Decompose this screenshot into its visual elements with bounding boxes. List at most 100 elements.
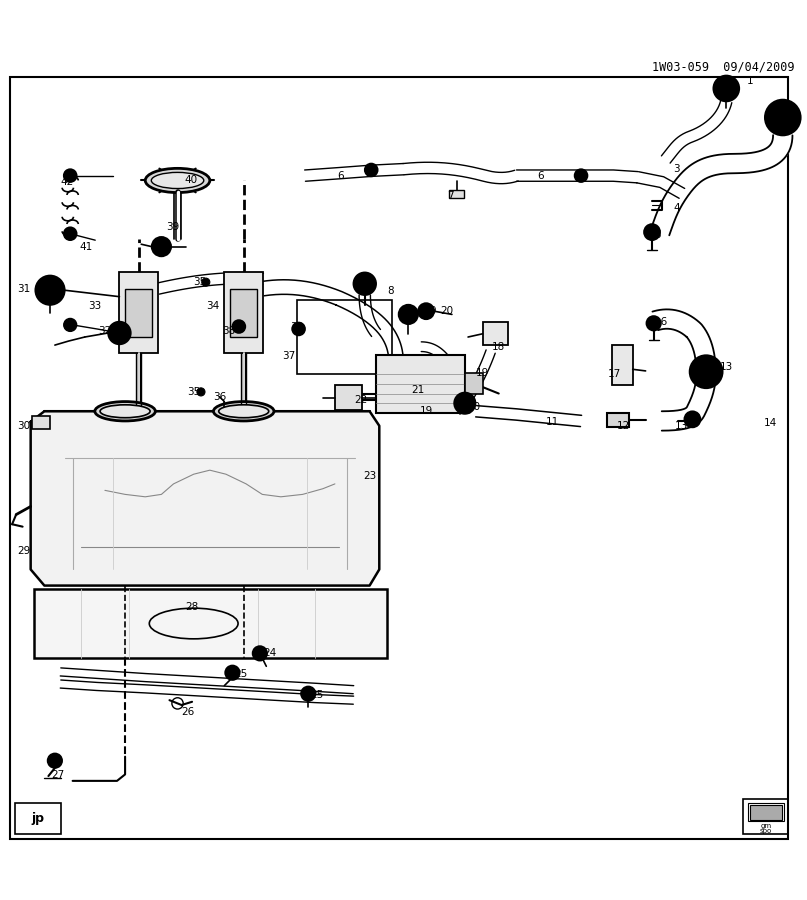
Bar: [743, 798, 788, 834]
Circle shape: [644, 224, 660, 240]
Text: 14: 14: [764, 418, 777, 428]
Text: 12: 12: [617, 421, 630, 431]
Bar: [15, 804, 61, 834]
Circle shape: [301, 687, 316, 701]
Text: 26: 26: [182, 707, 194, 717]
Text: 10: 10: [468, 402, 481, 412]
Text: 33: 33: [89, 302, 102, 311]
Polygon shape: [61, 680, 353, 704]
Bar: [297, 300, 392, 374]
Circle shape: [365, 164, 378, 176]
Circle shape: [418, 303, 434, 320]
Text: 41: 41: [80, 241, 93, 252]
Text: 38: 38: [223, 326, 236, 336]
Bar: [230, 289, 257, 337]
Text: 42: 42: [61, 177, 73, 187]
Circle shape: [108, 321, 131, 345]
Text: 32: 32: [98, 327, 111, 337]
Text: 5: 5: [654, 230, 661, 240]
Text: gm: gm: [760, 824, 771, 829]
Polygon shape: [444, 360, 470, 414]
Text: 9: 9: [429, 306, 436, 316]
Circle shape: [36, 275, 65, 305]
Bar: [483, 322, 508, 345]
Text: 15: 15: [700, 364, 713, 374]
Text: 1W03-059  09/04/2009: 1W03-059 09/04/2009: [652, 60, 795, 73]
Circle shape: [765, 100, 801, 135]
Ellipse shape: [219, 405, 269, 418]
Circle shape: [253, 646, 267, 661]
Ellipse shape: [100, 405, 150, 418]
Text: 1: 1: [747, 76, 754, 86]
Text: 30: 30: [18, 421, 31, 431]
Ellipse shape: [151, 173, 203, 188]
Text: 24: 24: [264, 648, 277, 659]
Text: 13: 13: [720, 362, 733, 372]
Bar: [335, 385, 362, 410]
Text: 38: 38: [291, 322, 303, 332]
Circle shape: [353, 273, 376, 295]
Text: 2: 2: [788, 112, 794, 122]
Circle shape: [64, 228, 77, 240]
Polygon shape: [421, 342, 452, 365]
Text: 25: 25: [234, 670, 247, 680]
Polygon shape: [662, 100, 732, 163]
Text: 20: 20: [441, 306, 454, 316]
Circle shape: [713, 76, 739, 102]
Circle shape: [225, 665, 240, 680]
Bar: [125, 289, 152, 337]
Ellipse shape: [95, 401, 155, 421]
Text: 4: 4: [673, 202, 679, 213]
Circle shape: [48, 753, 62, 768]
Circle shape: [197, 388, 205, 396]
Polygon shape: [662, 374, 716, 430]
Polygon shape: [651, 135, 792, 235]
Polygon shape: [403, 162, 518, 184]
Polygon shape: [475, 406, 582, 427]
Circle shape: [202, 278, 210, 286]
Bar: [224, 273, 263, 353]
Polygon shape: [262, 280, 404, 370]
Text: 16: 16: [655, 318, 668, 328]
Polygon shape: [157, 273, 263, 294]
Text: 35: 35: [194, 277, 207, 287]
Bar: [376, 355, 465, 413]
Text: 27: 27: [52, 770, 65, 780]
Text: 40: 40: [185, 175, 198, 184]
Text: 25: 25: [311, 690, 324, 700]
Bar: [750, 806, 782, 820]
Bar: [612, 345, 633, 385]
Text: 18: 18: [492, 342, 505, 352]
Circle shape: [399, 305, 418, 324]
Text: 8: 8: [387, 286, 394, 296]
Polygon shape: [305, 164, 404, 181]
Circle shape: [684, 411, 700, 428]
Polygon shape: [461, 350, 495, 406]
Bar: [34, 589, 387, 658]
Text: 7: 7: [447, 191, 454, 201]
Text: 35: 35: [187, 387, 200, 397]
Bar: [119, 273, 158, 353]
Polygon shape: [652, 310, 716, 374]
Polygon shape: [61, 668, 353, 694]
Text: spo: spo: [759, 828, 772, 834]
Bar: [748, 804, 784, 821]
Text: 13: 13: [675, 421, 688, 431]
Bar: [465, 374, 483, 393]
Text: 31: 31: [18, 284, 31, 293]
Text: 23: 23: [363, 471, 376, 481]
Text: 29: 29: [18, 546, 31, 556]
Text: 6: 6: [337, 171, 344, 181]
Polygon shape: [359, 295, 380, 337]
Polygon shape: [516, 170, 638, 183]
Text: 19: 19: [420, 406, 433, 417]
Text: 37: 37: [282, 351, 295, 361]
Text: 39: 39: [166, 222, 179, 232]
Circle shape: [64, 169, 77, 182]
Polygon shape: [31, 411, 379, 586]
Text: 19: 19: [476, 368, 489, 378]
Ellipse shape: [213, 401, 274, 421]
Text: 34: 34: [207, 302, 220, 311]
Text: 11: 11: [546, 417, 559, 427]
Circle shape: [575, 169, 587, 182]
